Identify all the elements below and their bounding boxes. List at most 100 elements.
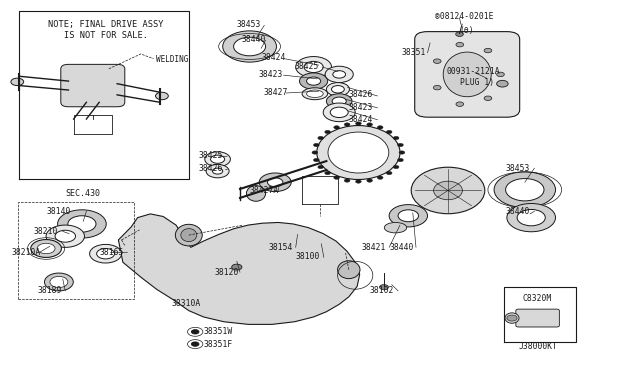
Ellipse shape bbox=[412, 167, 485, 214]
Ellipse shape bbox=[326, 94, 352, 109]
Text: 38425: 38425 bbox=[198, 151, 223, 160]
Circle shape bbox=[380, 285, 388, 290]
Circle shape bbox=[456, 102, 463, 106]
Ellipse shape bbox=[434, 181, 463, 200]
Circle shape bbox=[387, 130, 392, 134]
Ellipse shape bbox=[494, 172, 556, 208]
Ellipse shape bbox=[304, 61, 323, 73]
Text: •: • bbox=[189, 339, 195, 349]
Ellipse shape bbox=[389, 205, 428, 227]
Polygon shape bbox=[118, 214, 360, 324]
Circle shape bbox=[324, 130, 330, 134]
Circle shape bbox=[318, 166, 324, 169]
Ellipse shape bbox=[268, 178, 283, 187]
Text: 38424: 38424 bbox=[261, 53, 285, 62]
Text: 38210A: 38210A bbox=[12, 248, 41, 257]
Ellipse shape bbox=[68, 216, 96, 232]
Text: 38425: 38425 bbox=[294, 62, 319, 71]
Circle shape bbox=[387, 171, 392, 175]
Text: 38427: 38427 bbox=[264, 88, 288, 97]
Text: 38453: 38453 bbox=[237, 20, 261, 29]
Text: 38351W: 38351W bbox=[204, 327, 233, 336]
Ellipse shape bbox=[37, 243, 55, 254]
Circle shape bbox=[156, 92, 168, 100]
Text: 38154: 38154 bbox=[269, 243, 293, 252]
Circle shape bbox=[356, 180, 362, 183]
FancyBboxPatch shape bbox=[415, 32, 520, 117]
Text: 38421: 38421 bbox=[362, 243, 386, 252]
Ellipse shape bbox=[507, 203, 556, 232]
Ellipse shape bbox=[205, 152, 230, 167]
Ellipse shape bbox=[246, 186, 266, 201]
Ellipse shape bbox=[323, 103, 355, 122]
Circle shape bbox=[314, 143, 319, 147]
Circle shape bbox=[318, 137, 324, 140]
Circle shape bbox=[312, 151, 318, 154]
Text: (θ): (θ) bbox=[460, 26, 474, 35]
Ellipse shape bbox=[44, 273, 73, 291]
Circle shape bbox=[356, 122, 362, 125]
Text: 38423: 38423 bbox=[259, 70, 283, 79]
Ellipse shape bbox=[443, 52, 492, 97]
Ellipse shape bbox=[517, 209, 545, 226]
Circle shape bbox=[497, 72, 504, 77]
Ellipse shape bbox=[206, 164, 229, 178]
Text: 38424: 38424 bbox=[349, 115, 373, 124]
Circle shape bbox=[191, 330, 199, 334]
Circle shape bbox=[393, 166, 399, 169]
Text: 38210: 38210 bbox=[33, 227, 58, 236]
Text: NOTE; FINAL DRIVE ASSY: NOTE; FINAL DRIVE ASSY bbox=[48, 20, 163, 29]
Circle shape bbox=[393, 137, 399, 140]
Circle shape bbox=[367, 123, 372, 126]
Ellipse shape bbox=[384, 222, 407, 233]
Text: WELDING: WELDING bbox=[156, 55, 188, 64]
Circle shape bbox=[433, 86, 441, 90]
FancyBboxPatch shape bbox=[516, 309, 559, 327]
Text: 38440: 38440 bbox=[506, 207, 530, 216]
Ellipse shape bbox=[90, 244, 122, 263]
Text: 38140: 38140 bbox=[46, 207, 70, 216]
Ellipse shape bbox=[223, 31, 276, 62]
Ellipse shape bbox=[211, 155, 225, 163]
Circle shape bbox=[497, 80, 508, 87]
Circle shape bbox=[367, 179, 372, 182]
Ellipse shape bbox=[332, 97, 346, 105]
Ellipse shape bbox=[234, 37, 266, 56]
Ellipse shape bbox=[300, 73, 328, 89]
Text: 38165: 38165 bbox=[99, 248, 124, 257]
Ellipse shape bbox=[175, 224, 202, 246]
Text: 38440: 38440 bbox=[389, 243, 413, 252]
Ellipse shape bbox=[307, 90, 323, 97]
Text: 38351: 38351 bbox=[402, 48, 426, 57]
Ellipse shape bbox=[50, 276, 68, 288]
Text: •: • bbox=[189, 327, 195, 337]
Ellipse shape bbox=[302, 88, 328, 100]
Circle shape bbox=[191, 342, 199, 346]
Ellipse shape bbox=[58, 210, 106, 238]
Text: IS NOT FOR SALE.: IS NOT FOR SALE. bbox=[63, 31, 148, 40]
Circle shape bbox=[232, 264, 242, 270]
Ellipse shape bbox=[31, 240, 61, 257]
Ellipse shape bbox=[506, 179, 544, 201]
Text: 38189: 38189 bbox=[37, 286, 61, 295]
Circle shape bbox=[397, 143, 403, 147]
Ellipse shape bbox=[398, 210, 419, 222]
Ellipse shape bbox=[330, 107, 348, 118]
Text: 38453: 38453 bbox=[506, 164, 530, 173]
Text: 38426: 38426 bbox=[349, 90, 373, 99]
Circle shape bbox=[378, 126, 383, 129]
Text: 38100: 38100 bbox=[296, 252, 320, 261]
Ellipse shape bbox=[212, 168, 223, 174]
Text: 38120: 38120 bbox=[214, 268, 239, 277]
Text: 00931-2121A: 00931-2121A bbox=[447, 67, 500, 76]
Text: 38423: 38423 bbox=[349, 103, 373, 112]
Circle shape bbox=[507, 315, 517, 321]
Text: SEC.430: SEC.430 bbox=[66, 189, 100, 198]
Ellipse shape bbox=[338, 261, 360, 279]
Text: C8320M: C8320M bbox=[523, 294, 552, 303]
Text: ®08124-0201E: ®08124-0201E bbox=[435, 12, 493, 21]
Ellipse shape bbox=[307, 77, 321, 85]
Circle shape bbox=[344, 179, 350, 182]
Ellipse shape bbox=[317, 126, 400, 180]
Ellipse shape bbox=[97, 248, 115, 259]
